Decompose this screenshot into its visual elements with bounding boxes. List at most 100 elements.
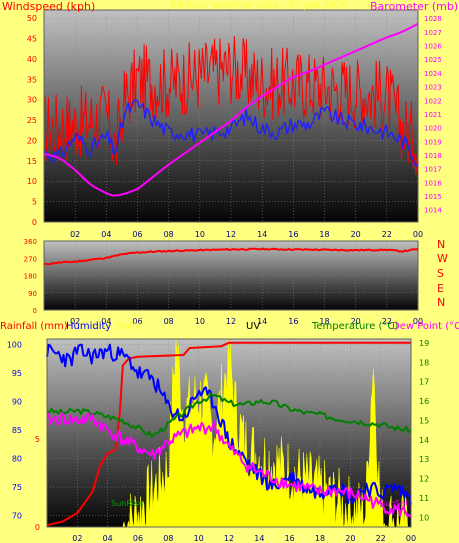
x-tick-label: 14 bbox=[254, 534, 264, 543]
wind-direction-line bbox=[43, 247, 419, 266]
x-tick-label: 02 bbox=[70, 317, 80, 326]
x-tick-label: 04 bbox=[103, 534, 113, 543]
y-tick-label: 20 bbox=[27, 136, 37, 145]
x-tick-label: 16 bbox=[285, 534, 295, 543]
x-tick-label: 16 bbox=[288, 230, 298, 239]
x-tick-label: 08 bbox=[164, 317, 174, 326]
x-tick-label: 22 bbox=[382, 317, 392, 326]
temp-tick-label: 13 bbox=[419, 455, 429, 464]
x-tick-label: 08 bbox=[163, 534, 173, 543]
plot-border-2 bbox=[43, 240, 419, 311]
y2-tick-label: 1022 bbox=[424, 97, 442, 105]
y-tick-label: 35 bbox=[27, 75, 37, 84]
temp-tick-label: 15 bbox=[419, 416, 429, 425]
temp-tick-label: 19 bbox=[419, 339, 429, 348]
x-tick-label: 12 bbox=[224, 534, 234, 543]
y-tick-label: 15 bbox=[27, 157, 37, 166]
x-tick-label: 12 bbox=[226, 317, 236, 326]
x-tick-label: 06 bbox=[132, 317, 142, 326]
compass-w: W bbox=[437, 252, 448, 265]
humidity-tick-label: 100 bbox=[7, 341, 22, 350]
temp-tick-label: 14 bbox=[419, 436, 429, 445]
y-tick-label: 5 bbox=[32, 198, 37, 207]
rainfall-line bbox=[46, 341, 411, 527]
y-tick-label: 45 bbox=[27, 35, 37, 44]
x-tick-label: 22 bbox=[376, 534, 386, 543]
temperature-line bbox=[46, 392, 412, 438]
compass-s: S bbox=[437, 267, 444, 280]
x-tick-label: 08 bbox=[164, 230, 174, 239]
y2-tick-label: 1024 bbox=[424, 70, 442, 78]
y-tick-label: 0 bbox=[33, 307, 37, 315]
compass-n-bottom: N bbox=[437, 296, 446, 309]
y-tick-label: 40 bbox=[27, 55, 37, 64]
y2-tick-label: 1017 bbox=[424, 166, 442, 174]
x-tick-label: 00 bbox=[413, 230, 423, 239]
x-tick-label: 02 bbox=[70, 230, 80, 239]
plot-border-3 bbox=[46, 338, 412, 528]
y-tick-label: 30 bbox=[27, 96, 37, 105]
temp-tick-label: 16 bbox=[419, 397, 429, 406]
x-tick-label: 06 bbox=[133, 534, 143, 543]
temp-tick-label: 11 bbox=[419, 494, 429, 503]
x-tick-label: 00 bbox=[413, 317, 423, 326]
compass-e: E bbox=[437, 282, 444, 295]
y-tick-label: 360 bbox=[24, 238, 37, 246]
y-tick-label: 0 bbox=[32, 218, 37, 227]
x-tick-label: 16 bbox=[288, 317, 298, 326]
sunrise-marker-label: SunRise bbox=[111, 499, 144, 508]
windspeed-axis-label: Windspeed (kph) bbox=[2, 0, 96, 13]
y2-tick-label: 1025 bbox=[424, 56, 442, 64]
x-tick-label: 04 bbox=[101, 230, 111, 239]
y2-tick-label: 1021 bbox=[424, 111, 442, 119]
y2-tick-label: 1023 bbox=[424, 84, 442, 92]
humidity-tick-label: 90 bbox=[12, 398, 22, 407]
x-tick-label: 10 bbox=[195, 317, 205, 326]
temp-tick-label: 17 bbox=[419, 378, 429, 387]
humidity-tick-label: 75 bbox=[12, 483, 22, 492]
rain-tick-label: 0 bbox=[35, 523, 40, 532]
y2-tick-label: 1020 bbox=[424, 125, 442, 133]
y2-tick-label: 1026 bbox=[424, 43, 442, 51]
y2-tick-label: 1019 bbox=[424, 138, 442, 146]
uv-axis-label: UV bbox=[246, 321, 261, 332]
x-tick-label: 18 bbox=[319, 317, 329, 326]
x-tick-label: 20 bbox=[351, 230, 361, 239]
x-tick-label: 10 bbox=[194, 534, 204, 543]
compass-n-top: N bbox=[437, 238, 446, 251]
y2-tick-label: 1018 bbox=[424, 152, 442, 160]
temperature-axis-label: Temperature (°C) bbox=[312, 321, 399, 332]
y-tick-label: 180 bbox=[24, 273, 37, 281]
plot-border-1 bbox=[43, 9, 419, 223]
humidity-tick-label: 80 bbox=[12, 455, 22, 464]
humidity-tick-label: 85 bbox=[12, 426, 22, 435]
dew-point-axis-label: Dew Point (°C) bbox=[392, 321, 459, 332]
dew-point-line bbox=[46, 412, 412, 518]
y-tick-label: 50 bbox=[27, 14, 37, 23]
y2-tick-label: 1027 bbox=[424, 29, 442, 37]
y-tick-label: 270 bbox=[24, 255, 37, 263]
rainfall-axis-label: Rainfall (mm) bbox=[0, 321, 68, 332]
x-tick-label: 20 bbox=[351, 317, 361, 326]
temp-tick-label: 18 bbox=[419, 358, 429, 367]
rain-tick-label: 5 bbox=[35, 435, 40, 444]
y-tick-label: 90 bbox=[28, 290, 37, 298]
temp-tick-label: 12 bbox=[419, 475, 429, 484]
x-tick-label: 12 bbox=[226, 230, 236, 239]
y2-tick-label: 1016 bbox=[424, 179, 442, 187]
wind-gust-line bbox=[43, 36, 419, 176]
x-tick-label: 00 bbox=[406, 534, 416, 543]
x-tick-label: 06 bbox=[132, 230, 142, 239]
x-tick-label: 22 bbox=[382, 230, 392, 239]
barometer-line bbox=[43, 22, 419, 197]
y2-tick-label: 1028 bbox=[424, 15, 442, 23]
temp-tick-label: 10 bbox=[419, 513, 429, 522]
y-tick-label: 10 bbox=[27, 177, 37, 186]
humidity-tick-label: 95 bbox=[12, 369, 22, 378]
sunset-marker-label: SunSet bbox=[380, 499, 409, 508]
x-tick-label: 14 bbox=[257, 230, 267, 239]
x-tick-label: 04 bbox=[101, 317, 111, 326]
y2-tick-label: 1015 bbox=[424, 193, 442, 201]
